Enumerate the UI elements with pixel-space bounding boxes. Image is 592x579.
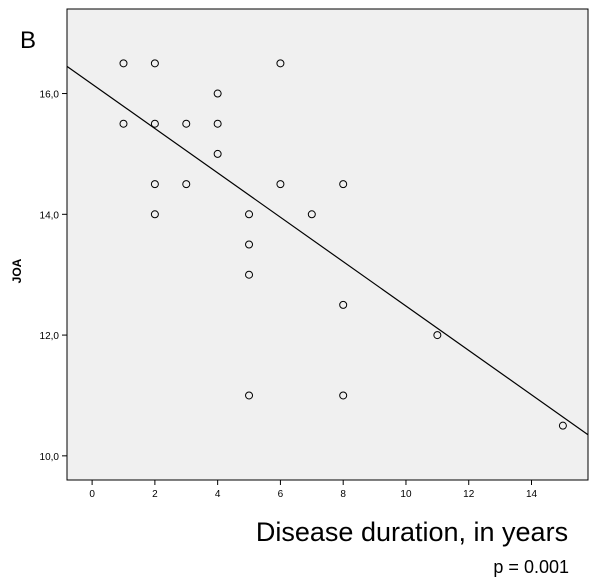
data-point [339,180,348,189]
p-value-annotation: p = 0.001 [493,557,569,577]
x-axis-label: Disease duration, in years [256,517,568,547]
data-point [119,119,128,128]
data-point [245,270,254,279]
data-point [182,180,191,189]
data-point [245,240,254,249]
data-point [150,119,159,128]
data-point [276,59,285,68]
data-point [307,210,316,219]
x-tick-label: 0 [89,489,95,500]
data-point [182,119,191,128]
y-tick-label: 14,0 [40,210,60,221]
regression-line [66,65,589,436]
x-tick-label: 12 [463,489,475,500]
data-point [245,210,254,219]
x-tick-label: 2 [152,489,158,500]
x-tick-label: 4 [215,489,221,500]
x-tick-label: 10 [400,489,412,500]
data-point [433,331,442,340]
data-point [213,89,222,98]
x-tick-label: 14 [526,489,538,500]
data-point [119,59,128,68]
x-tick-label: 6 [278,489,284,500]
data-point [276,180,285,189]
data-point [213,149,222,158]
y-axis-ticks: 10,0 12,0 14,0 16,0 [40,90,67,463]
plot-area [66,8,589,481]
data-point [558,421,567,430]
data-point [339,391,348,400]
x-tick-label: 8 [340,489,346,500]
y-tick-label: 10,0 [40,452,60,463]
data-points [119,59,567,430]
x-axis-ticks: 0 2 4 6 8 10 12 14 [89,480,538,500]
data-point [150,210,159,219]
data-point [339,300,348,309]
y-tick-label: 16,0 [40,90,60,101]
y-tick-label: 12,0 [40,331,60,342]
data-point [213,119,222,128]
panel-label: B [20,27,36,54]
data-point [150,59,159,68]
data-point [245,391,254,400]
data-point [150,180,159,189]
y-axis-label: JOA [10,258,24,283]
